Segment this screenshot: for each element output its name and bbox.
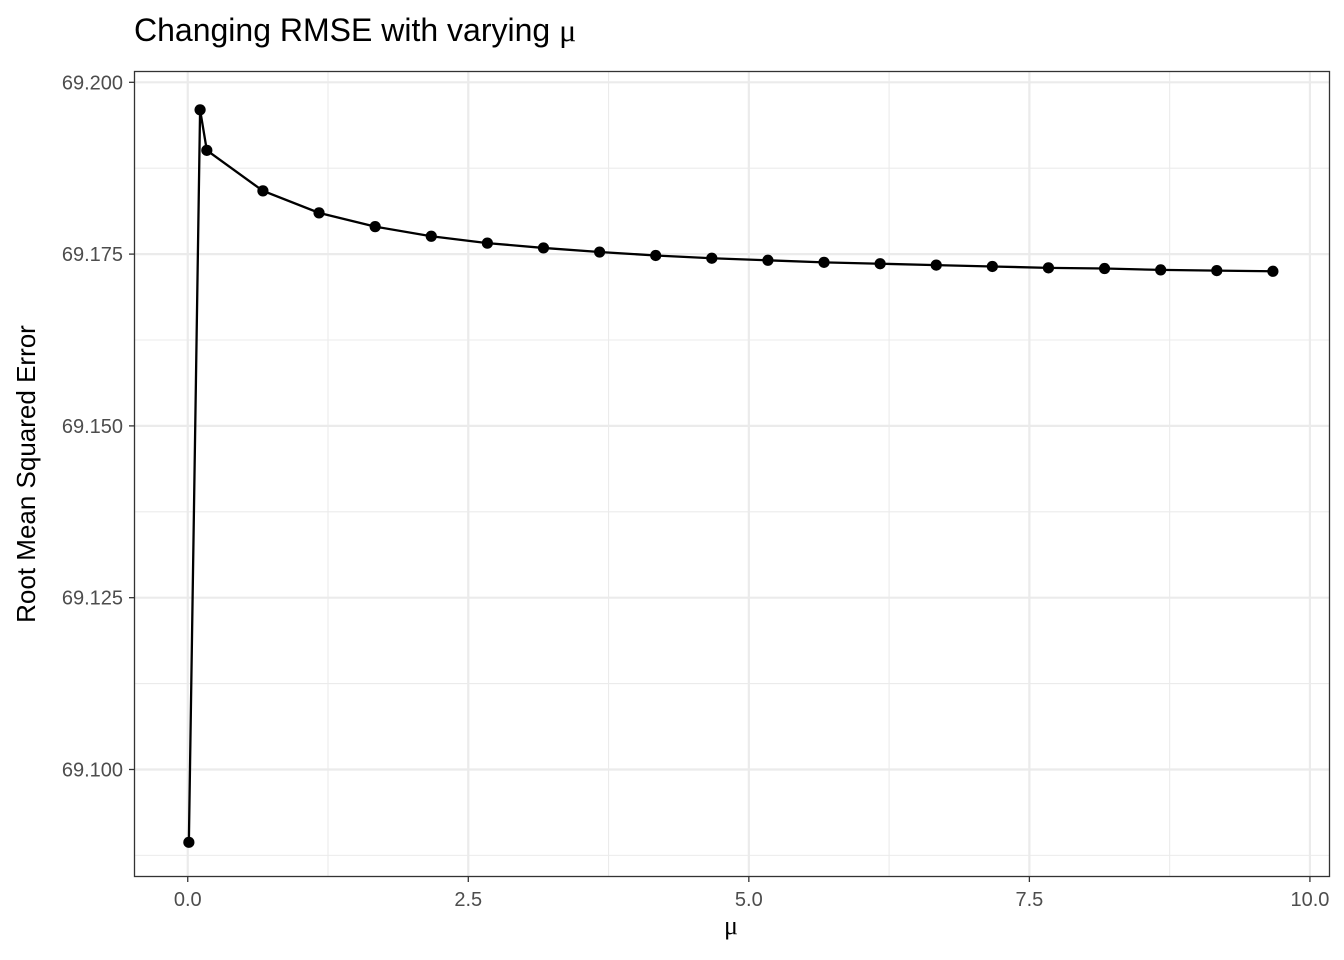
data-point [1267, 265, 1279, 277]
data-point [537, 242, 550, 254]
data-point [986, 260, 998, 273]
data-point [425, 230, 437, 242]
data-point [313, 207, 325, 219]
y-axis-title: Root Mean Squared Error [11, 325, 41, 623]
series-layer [183, 104, 1279, 848]
rmse-line [187, 109, 1273, 843]
data-point [593, 246, 606, 258]
y-tick-label: 69.200 [62, 72, 123, 94]
x-axis-title: μ [724, 911, 738, 940]
x-tick-label: 5.0 [735, 889, 763, 911]
data-point [194, 104, 206, 116]
chart-title-text: Changing RMSE with varying [134, 12, 559, 48]
data-point [1042, 262, 1055, 274]
data-point [762, 254, 774, 266]
x-tick-label: 2.5 [454, 889, 482, 911]
data-point [257, 185, 269, 197]
data-point [874, 258, 886, 270]
x-tick-label: 7.5 [1015, 889, 1043, 911]
data-point [1155, 264, 1167, 276]
data-point [1211, 264, 1223, 277]
panel-border [133, 70, 1331, 878]
y-tick-label: 69.125 [62, 588, 123, 610]
y-tick-label: 69.175 [62, 244, 123, 266]
tick-layer: 69.100 69.125 69.150 69.175 69.200 0.0 2.5 5.0 7… [62, 72, 1330, 911]
grid-layer [135, 72, 1329, 876]
data-point [650, 249, 662, 262]
chart-title-symbol: μ [559, 12, 576, 48]
data-point [201, 144, 213, 156]
data-point [706, 252, 718, 264]
chart-title: Changing RMSE with varying μ [134, 12, 576, 48]
data-point [1098, 262, 1111, 275]
x-tick-label: 0.0 [174, 889, 202, 911]
data-point [818, 256, 830, 268]
data-point [369, 221, 381, 233]
y-tick-label: 69.150 [62, 416, 123, 438]
data-point [930, 259, 942, 271]
data-point [183, 836, 195, 848]
y-tick-label: 69.100 [62, 759, 123, 781]
data-point [481, 237, 493, 249]
x-tick-label: 10.0 [1290, 889, 1329, 911]
